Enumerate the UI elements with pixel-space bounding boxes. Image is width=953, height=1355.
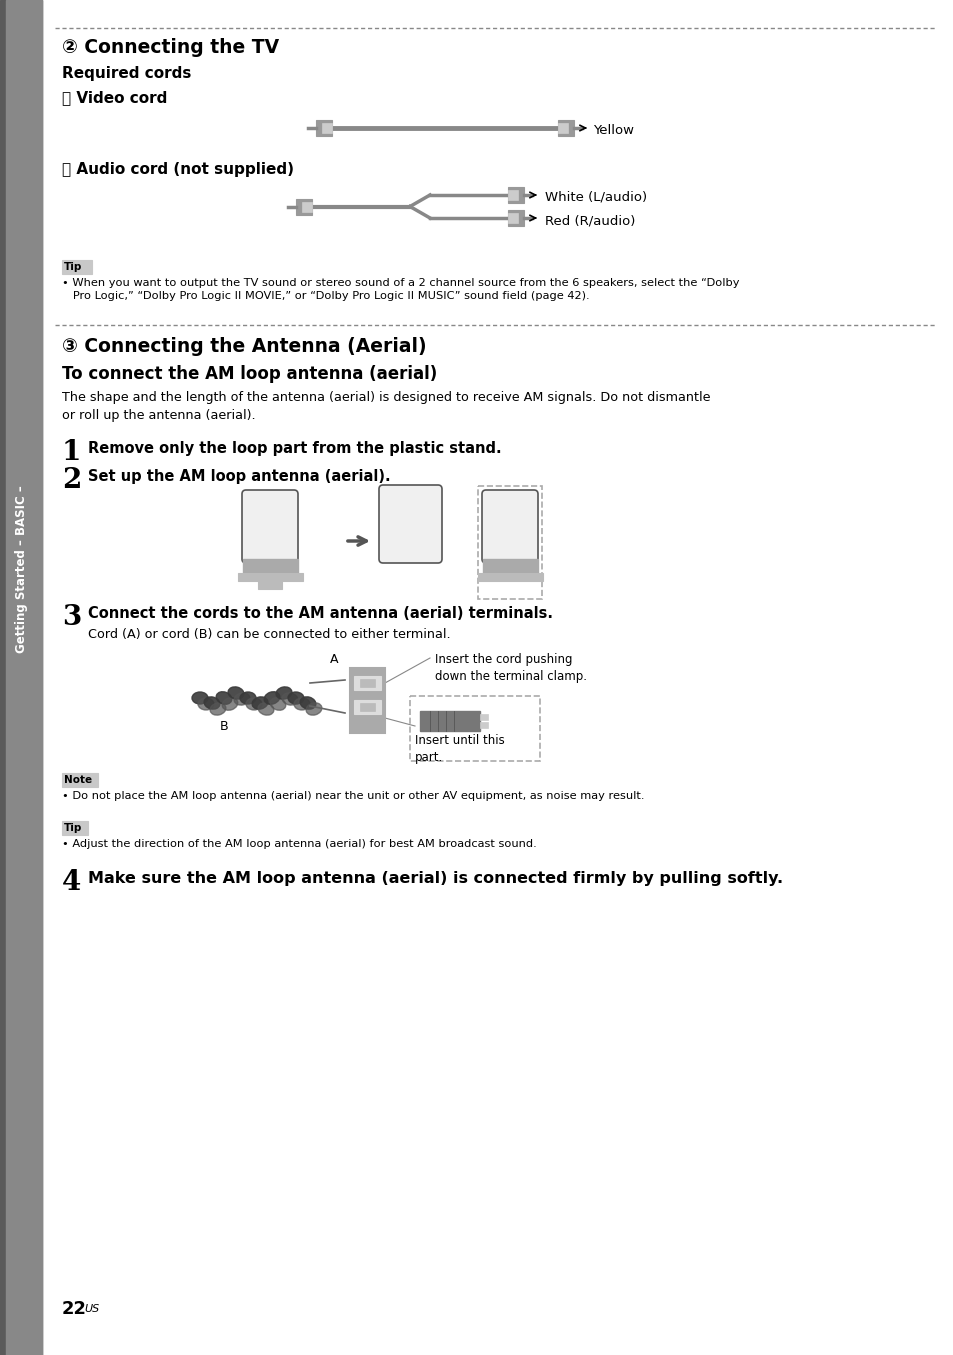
Text: Yellow: Yellow [593, 125, 634, 137]
Text: ③ Connecting the Antenna (Aerial): ③ Connecting the Antenna (Aerial) [62, 337, 426, 356]
Ellipse shape [240, 692, 255, 705]
Ellipse shape [246, 698, 262, 710]
Text: 1: 1 [62, 439, 81, 466]
Text: 22: 22 [62, 1299, 87, 1318]
Text: 4: 4 [62, 869, 81, 896]
FancyBboxPatch shape [378, 485, 441, 562]
Text: B: B [220, 720, 229, 733]
Text: ② Connecting the TV: ② Connecting the TV [62, 38, 279, 57]
Bar [302, 202, 312, 211]
Text: Remove only the loop part from the plastic stand.: Remove only the loop part from the plast… [88, 440, 501, 457]
Text: White (L/audio): White (L/audio) [544, 191, 646, 205]
Bar [237, 573, 303, 581]
Bar [354, 676, 380, 690]
Ellipse shape [204, 696, 219, 709]
Text: • Do not place the AM loop antenna (aerial) near the unit or other AV equipment,: • Do not place the AM loop antenna (aeri… [62, 791, 644, 801]
Text: To connect the AM loop antenna (aerial): To connect the AM loop antenna (aerial) [62, 364, 436, 383]
FancyBboxPatch shape [242, 491, 297, 562]
Ellipse shape [258, 703, 274, 715]
Text: Tip: Tip [64, 822, 82, 833]
Ellipse shape [300, 696, 315, 709]
Text: Set up the AM loop antenna (aerial).: Set up the AM loop antenna (aerial). [88, 469, 390, 484]
Bar [62, 260, 91, 274]
Bar [243, 560, 297, 579]
Text: 2: 2 [62, 467, 81, 495]
Text: • Adjust the direction of the AM loop antenna (aerial) for best AM broadcast sou: • Adjust the direction of the AM loop an… [62, 839, 537, 850]
Bar [507, 213, 517, 224]
Bar [507, 187, 523, 203]
Text: Insert the cord pushing
down the terminal clamp.: Insert the cord pushing down the termina… [435, 653, 586, 683]
Bar [315, 121, 332, 136]
Text: • When you want to output the TV sound or stereo sound of a 2 channel source fro: • When you want to output the TV sound o… [62, 278, 739, 301]
Ellipse shape [252, 696, 268, 709]
FancyBboxPatch shape [481, 491, 537, 562]
Bar [558, 121, 574, 136]
Text: Make sure the AM loop antenna (aerial) is connected firmly by pulling softly.: Make sure the AM loop antenna (aerial) i… [88, 871, 782, 886]
Text: Connect the cords to the AM antenna (aerial) terminals.: Connect the cords to the AM antenna (aer… [88, 606, 553, 621]
Bar [354, 701, 380, 714]
Text: Insert until this
part.: Insert until this part. [415, 734, 504, 764]
Bar [295, 198, 312, 214]
Bar [62, 821, 88, 835]
Bar [479, 714, 488, 720]
Text: US: US [84, 1304, 99, 1314]
Bar [322, 123, 332, 133]
Ellipse shape [216, 692, 232, 705]
Bar [477, 486, 541, 599]
Bar [0, 0, 42, 1355]
Ellipse shape [288, 692, 304, 705]
Text: The shape and the length of the antenna (aerial) is designed to receive AM signa: The shape and the length of the antenna … [62, 392, 710, 421]
Text: Ⓑ Audio cord (not supplied): Ⓑ Audio cord (not supplied) [62, 163, 294, 178]
Text: Cord (A) or cord (B) can be connected to either terminal.: Cord (A) or cord (B) can be connected to… [88, 627, 450, 641]
Ellipse shape [222, 698, 237, 710]
Ellipse shape [210, 703, 226, 715]
Text: Red (R/audio): Red (R/audio) [544, 214, 635, 228]
Ellipse shape [306, 703, 321, 715]
Bar [6, 0, 42, 1355]
Bar [482, 560, 537, 579]
Text: Note: Note [64, 775, 92, 785]
Ellipse shape [282, 692, 297, 705]
Text: Getting Started – BASIC –: Getting Started – BASIC – [15, 485, 29, 653]
Text: Required cords: Required cords [62, 66, 192, 81]
Ellipse shape [294, 698, 310, 710]
Bar [507, 210, 523, 226]
Bar [359, 703, 375, 711]
Bar [477, 573, 542, 581]
Bar [359, 679, 375, 687]
Bar [558, 123, 567, 133]
Ellipse shape [264, 692, 279, 705]
Bar [507, 190, 517, 201]
Text: 3: 3 [62, 604, 81, 631]
Ellipse shape [192, 692, 208, 705]
Ellipse shape [275, 687, 292, 699]
Ellipse shape [233, 692, 250, 705]
Ellipse shape [228, 687, 244, 699]
Ellipse shape [270, 698, 286, 710]
Bar [479, 722, 488, 728]
Bar [350, 668, 385, 733]
Text: A: A [330, 653, 338, 667]
Bar [419, 711, 479, 730]
Bar [62, 772, 98, 787]
Text: Tip: Tip [64, 262, 82, 272]
Bar [410, 696, 539, 762]
Bar [257, 579, 282, 589]
Text: Ⓐ Video cord: Ⓐ Video cord [62, 89, 167, 104]
Ellipse shape [198, 698, 213, 710]
